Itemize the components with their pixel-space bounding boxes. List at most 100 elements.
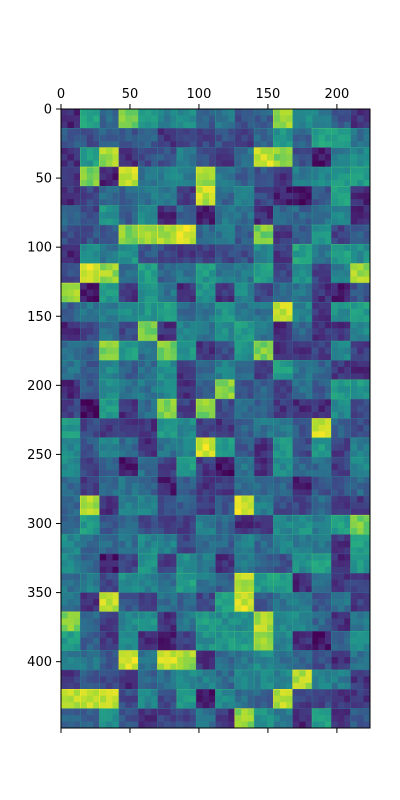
heatmap-cell <box>86 147 94 155</box>
heatmap-cell <box>215 599 223 606</box>
heatmap-cell <box>170 541 178 548</box>
heatmap-cell <box>93 553 101 561</box>
heatmap-cell <box>144 482 152 490</box>
heatmap-cell <box>202 515 210 523</box>
heatmap-tile <box>273 340 294 361</box>
heatmap-cell <box>228 283 236 290</box>
heatmap-cell <box>183 528 191 535</box>
heatmap-cell <box>324 566 332 574</box>
heatmap-tile <box>195 244 216 265</box>
heatmap-cell <box>189 237 197 245</box>
heatmap-cell <box>221 541 229 548</box>
heatmap-tile <box>350 360 371 381</box>
heatmap-cell <box>151 528 158 535</box>
heatmap-cell <box>260 328 268 336</box>
heatmap-cell <box>279 192 287 200</box>
heatmap-cell <box>299 315 307 323</box>
heatmap-cell <box>183 515 191 523</box>
heatmap-cell <box>318 412 326 419</box>
heatmap-cell <box>189 154 197 161</box>
heatmap-cell <box>86 308 94 316</box>
heatmap-cell <box>176 611 184 619</box>
heatmap-cell <box>221 121 229 129</box>
heatmap-cell <box>215 412 223 419</box>
heatmap-cell <box>254 470 261 477</box>
heatmap-cell <box>106 392 113 400</box>
heatmap-cell <box>144 315 152 323</box>
heatmap-cell <box>305 437 313 445</box>
heatmap-cell <box>254 386 261 394</box>
heatmap-cell <box>299 637 307 645</box>
heatmap-cell <box>363 270 371 278</box>
heatmap-cell <box>221 508 229 516</box>
heatmap-cell <box>286 547 294 555</box>
heatmap-cell <box>138 405 146 413</box>
heatmap-cell <box>209 592 216 600</box>
heatmap-cell <box>221 179 229 187</box>
heatmap-tile <box>253 514 274 535</box>
heatmap-cell <box>331 295 339 303</box>
heatmap-cell <box>196 592 204 600</box>
heatmap-cell <box>106 289 113 297</box>
heatmap-cell <box>202 541 210 548</box>
heatmap-cell <box>176 366 184 374</box>
heatmap-cell <box>86 173 94 181</box>
heatmap-tile <box>137 592 158 613</box>
heatmap-cell <box>344 586 352 593</box>
heatmap-cell <box>144 141 152 149</box>
heatmap-cell <box>221 154 229 161</box>
heatmap-cell <box>247 502 255 510</box>
heatmap-tile <box>80 166 101 187</box>
heatmap-tile <box>60 128 81 149</box>
heatmap-cell <box>202 637 210 645</box>
heatmap-cell <box>344 289 352 297</box>
heatmap-cell <box>164 289 171 297</box>
heatmap-tile <box>80 340 101 361</box>
heatmap-cell <box>67 295 75 303</box>
heatmap-cell <box>106 237 113 245</box>
heatmap-cell <box>151 424 158 432</box>
heatmap-cell <box>221 134 229 142</box>
heatmap-cell <box>292 624 300 632</box>
heatmap-cell <box>157 257 165 265</box>
heatmap-cell <box>337 270 345 278</box>
heatmap-cell <box>254 283 261 290</box>
heatmap-cell <box>357 212 364 220</box>
heatmap-cell <box>312 444 319 452</box>
heatmap-cell <box>164 237 171 245</box>
heatmap-cell <box>157 270 165 278</box>
heatmap-cell <box>202 308 210 316</box>
heatmap-cell <box>125 147 133 155</box>
heatmap-cell <box>170 167 178 174</box>
heatmap-cell <box>157 321 165 329</box>
heatmap-cell <box>196 502 204 510</box>
heatmap-cell <box>318 379 326 387</box>
heatmap-cell <box>170 128 178 136</box>
heatmap-cell <box>125 289 133 297</box>
heatmap-cell <box>267 476 274 484</box>
heatmap-cell <box>196 450 204 458</box>
heatmap-cell <box>247 437 255 445</box>
heatmap-cell <box>273 341 281 348</box>
heatmap-cell <box>138 631 146 639</box>
heatmap-cell <box>73 109 81 116</box>
heatmap-cell <box>318 528 326 535</box>
heatmap-cell <box>106 295 113 303</box>
heatmap-cell <box>350 412 358 419</box>
heatmap-cell <box>260 334 268 342</box>
heatmap-cell <box>305 592 313 600</box>
heatmap-cell <box>267 244 274 252</box>
heatmap-cell <box>67 212 75 220</box>
heatmap-cell <box>292 250 300 258</box>
heatmap-tile <box>253 321 274 342</box>
heatmap-tile <box>331 147 352 168</box>
heatmap-cell <box>86 128 94 136</box>
heatmap-cell <box>183 179 191 187</box>
heatmap-cell <box>151 373 158 381</box>
heatmap-cell <box>93 295 101 303</box>
heatmap-cell <box>247 134 255 142</box>
heatmap-cell <box>331 431 339 439</box>
heatmap-cell <box>318 644 326 652</box>
heatmap-cell <box>99 515 107 523</box>
heatmap-cell <box>363 141 371 149</box>
